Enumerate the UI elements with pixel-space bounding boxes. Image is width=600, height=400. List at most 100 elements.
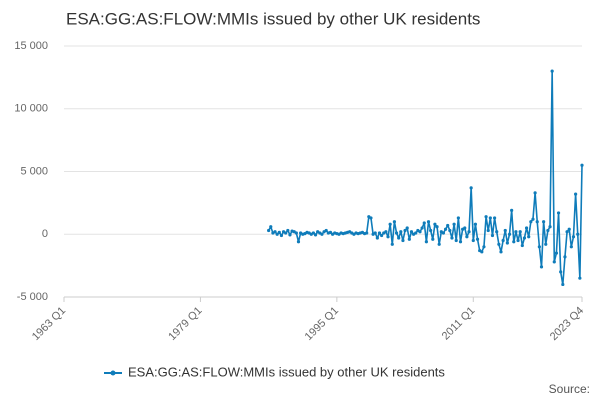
data-point	[320, 232, 324, 236]
data-point	[542, 220, 546, 224]
data-point	[294, 231, 298, 235]
data-point	[273, 230, 277, 234]
data-point	[401, 238, 405, 243]
data-point	[377, 231, 382, 235]
y-tick-label: 5 000	[20, 165, 48, 177]
data-point	[510, 208, 514, 213]
legend-marker	[110, 370, 116, 376]
data-point	[433, 222, 437, 226]
data-point	[388, 222, 392, 226]
data-point	[493, 216, 497, 220]
data-point	[286, 228, 290, 233]
data-point	[531, 217, 535, 221]
series-line	[267, 70, 583, 286]
x-tick-label: 1979 Q1	[166, 305, 204, 343]
data-point	[409, 230, 414, 234]
data-point	[512, 240, 516, 244]
y-tick-label: 0	[42, 228, 48, 240]
data-point	[437, 242, 441, 246]
data-point	[456, 216, 460, 220]
data-point	[490, 233, 495, 238]
data-point	[505, 241, 509, 245]
data-point	[546, 228, 550, 233]
data-point	[454, 238, 458, 243]
data-point	[375, 236, 379, 240]
data-point	[399, 230, 403, 234]
data-point	[475, 237, 480, 241]
data-point	[465, 235, 469, 239]
data-point	[429, 228, 433, 233]
data-point	[469, 186, 473, 190]
data-point	[576, 232, 580, 236]
data-point	[380, 233, 384, 238]
data-point	[499, 250, 503, 254]
data-point	[390, 242, 394, 246]
data-point	[471, 238, 475, 243]
data-point	[452, 222, 456, 226]
data-point	[514, 230, 518, 234]
data-point	[448, 228, 452, 233]
x-tick-label: 1963 Q1	[30, 305, 68, 343]
data-point	[392, 220, 397, 224]
data-point	[537, 245, 541, 249]
data-point	[397, 236, 401, 240]
data-point	[441, 231, 446, 235]
data-point	[458, 240, 463, 244]
data-point	[507, 232, 512, 236]
data-point	[567, 227, 571, 231]
data-point	[422, 221, 426, 225]
data-point	[277, 230, 281, 234]
data-point	[533, 191, 537, 195]
data-point	[548, 225, 552, 229]
data-point	[424, 240, 428, 244]
data-point	[529, 220, 533, 224]
source: Source:	[549, 382, 590, 396]
data-point	[467, 230, 471, 234]
data-point	[443, 227, 448, 231]
y-tick-label: 15 000	[14, 40, 48, 52]
data-point	[369, 216, 373, 220]
y-tick-label: -5 000	[17, 291, 48, 303]
data-point	[482, 245, 486, 249]
data-point	[539, 265, 544, 269]
data-point	[563, 255, 567, 259]
data-point	[503, 228, 507, 233]
chart-title: ESA:GG:AS:FLOW:MMIs issued by other UK r…	[66, 9, 480, 28]
data-point	[522, 236, 527, 240]
data-point	[578, 276, 582, 280]
data-point	[386, 235, 390, 239]
data-point	[559, 270, 563, 274]
data-point	[288, 233, 292, 237]
data-point	[527, 235, 531, 239]
data-point	[580, 163, 584, 167]
data-point	[535, 220, 539, 224]
data-point	[574, 192, 578, 196]
data-point	[556, 211, 561, 215]
data-point	[488, 216, 492, 220]
data-point	[267, 228, 271, 233]
data-point	[435, 225, 439, 229]
y-tick-label: 10 000	[14, 103, 48, 115]
data-point	[524, 226, 529, 230]
data-point	[311, 231, 316, 235]
x-tick-label: 2023 Q4	[548, 305, 586, 343]
data-point	[365, 231, 369, 235]
legend-label: ESA:GG:AS:FLOW:MMIs issued by other UK r…	[128, 364, 445, 379]
data-point	[565, 230, 569, 234]
data-point	[284, 231, 288, 235]
data-point	[497, 242, 501, 246]
data-point	[450, 236, 454, 240]
data-point	[544, 242, 548, 246]
data-point	[420, 226, 424, 230]
data-point	[473, 222, 478, 226]
data-point	[407, 237, 411, 241]
data-point	[403, 228, 407, 233]
data-point	[384, 230, 388, 234]
data-point	[552, 260, 556, 264]
data-point	[313, 233, 318, 237]
data-point	[550, 69, 554, 73]
data-point	[554, 251, 559, 255]
data-point	[520, 243, 524, 248]
x-tick-label: 2011 Q1	[440, 305, 478, 343]
data-point	[405, 226, 409, 230]
